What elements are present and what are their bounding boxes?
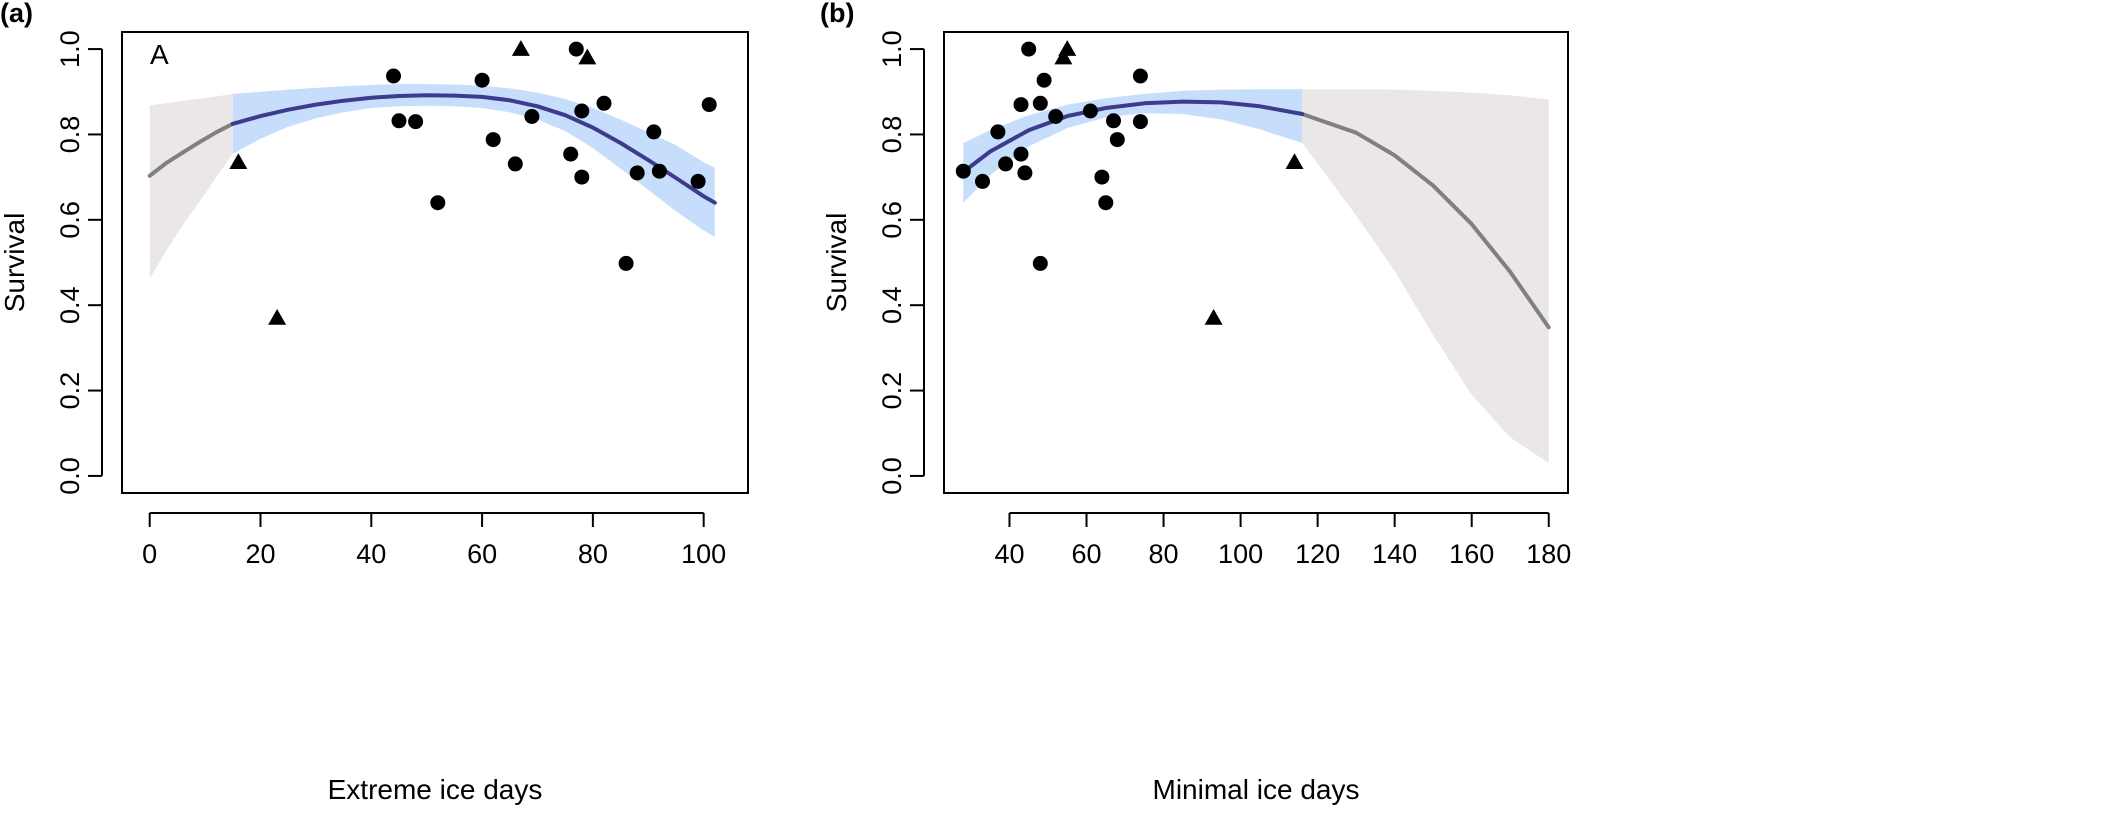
data-point-circle bbox=[474, 72, 490, 88]
data-point-circle bbox=[386, 68, 401, 84]
data-point-triangle bbox=[1285, 153, 1304, 169]
data-point-circle bbox=[574, 103, 590, 119]
y-tick-label: 0.8 bbox=[55, 116, 85, 154]
y-tick-label: 0.6 bbox=[877, 201, 907, 239]
x-axis-title: Minimal ice days bbox=[1153, 774, 1360, 805]
data-point-circle bbox=[1106, 113, 1121, 129]
x-tick-label: 0 bbox=[142, 539, 157, 569]
plot-frame bbox=[943, 31, 1569, 494]
x-tick-label: 160 bbox=[1449, 539, 1494, 569]
x-axis-title: Extreme ice days bbox=[328, 774, 543, 805]
data-point-circle bbox=[646, 124, 662, 140]
data-point-triangle bbox=[578, 48, 597, 65]
panel-label: (a) bbox=[0, 0, 33, 28]
data-point-triangle bbox=[229, 153, 248, 169]
y-tick-label: 0.6 bbox=[55, 201, 85, 239]
x-tick-label: 80 bbox=[1149, 539, 1179, 569]
data-point-circle bbox=[1021, 41, 1037, 57]
data-point-circle bbox=[430, 195, 446, 211]
data-point-triangle bbox=[1058, 40, 1077, 56]
data-point-circle bbox=[524, 109, 540, 124]
x-tick-label: 60 bbox=[467, 539, 497, 569]
x-tick-label: 140 bbox=[1372, 539, 1417, 569]
panel-label: (b) bbox=[820, 0, 854, 28]
data-point-circle bbox=[1032, 95, 1048, 111]
y-tick-label: 0.8 bbox=[877, 116, 907, 154]
data-point-circle bbox=[507, 156, 523, 172]
y-tick-label: 0.4 bbox=[55, 286, 85, 324]
data-point-circle bbox=[408, 114, 424, 130]
data-point-triangle bbox=[1204, 308, 1223, 325]
y-tick-label: 0.2 bbox=[55, 372, 85, 410]
data-point-triangle bbox=[268, 308, 287, 325]
data-point-circle bbox=[651, 163, 667, 179]
fit-line-observed bbox=[230, 93, 717, 205]
data-point-circle bbox=[1094, 169, 1110, 185]
y-tick-label: 0.4 bbox=[877, 286, 907, 324]
y-tick-label: 0.0 bbox=[877, 457, 907, 495]
data-point-circle bbox=[998, 156, 1014, 172]
x-tick-label: 80 bbox=[578, 539, 608, 569]
data-point-circle bbox=[690, 173, 706, 189]
inset-label: A bbox=[150, 39, 169, 70]
y-axis-title: Survival bbox=[0, 213, 30, 313]
panel-a: 0 20 40 60 80 100 Extreme ice days 0.0 0.2 0.4 0.6… bbox=[0, 0, 749, 805]
data-point-circle bbox=[1109, 132, 1125, 148]
x-tick-label: 20 bbox=[245, 539, 275, 569]
data-point-circle bbox=[975, 173, 990, 189]
y-tick-label: 1.0 bbox=[55, 30, 85, 68]
panel-b: 40 60 80 100 120 140 160 180 Minimal ice days 0.0… bbox=[820, 0, 1571, 805]
data-point-circle bbox=[1082, 103, 1098, 119]
data-point-circle bbox=[990, 124, 1006, 140]
data-point-circle bbox=[1132, 114, 1148, 130]
data-point-triangle bbox=[511, 40, 530, 56]
fit-line-extrapolated bbox=[1300, 112, 1551, 330]
y-axis-title: Survival bbox=[821, 213, 852, 313]
data-point-circle bbox=[629, 165, 645, 181]
data-point-triangle bbox=[1054, 48, 1073, 65]
plot-frame bbox=[121, 31, 749, 494]
data-point-circle bbox=[1036, 72, 1052, 88]
x-tick-label: 180 bbox=[1526, 539, 1571, 569]
y-tick-label: 0.2 bbox=[877, 372, 907, 410]
ci-band-observed bbox=[963, 89, 1303, 203]
data-point-circle bbox=[1013, 97, 1029, 113]
data-point-circle bbox=[1132, 68, 1148, 84]
x-tick-label: 120 bbox=[1295, 539, 1340, 569]
ci-band-extrapolated bbox=[1302, 89, 1549, 464]
data-point-circle bbox=[1098, 195, 1114, 211]
ci-band-observed bbox=[232, 84, 715, 237]
data-point-circle bbox=[574, 169, 590, 185]
data-point-circle bbox=[1032, 255, 1048, 271]
y-tick-label: 0.0 bbox=[55, 457, 85, 495]
ci-band-extrapolated bbox=[149, 93, 233, 279]
x-tick-label: 40 bbox=[994, 539, 1024, 569]
y-tick-label: 1.0 bbox=[877, 30, 907, 68]
x-tick-label: 60 bbox=[1071, 539, 1101, 569]
data-point-circle bbox=[391, 113, 407, 129]
fit-line-extrapolated bbox=[147, 121, 235, 178]
data-point-circle bbox=[1013, 146, 1029, 162]
data-point-circle bbox=[701, 97, 717, 113]
data-point-circle bbox=[596, 95, 612, 111]
data-point-circle bbox=[485, 132, 501, 148]
x-tick-label: 100 bbox=[1218, 539, 1263, 569]
data-point-circle bbox=[1017, 165, 1033, 181]
x-tick-label: 100 bbox=[681, 539, 726, 569]
data-point-circle bbox=[955, 163, 971, 179]
data-point-circle bbox=[568, 41, 584, 57]
x-tick-label: 40 bbox=[356, 539, 386, 569]
data-point-circle bbox=[618, 255, 634, 271]
data-point-circle bbox=[563, 146, 579, 162]
data-point-circle bbox=[1048, 109, 1064, 124]
fit-line-observed bbox=[961, 99, 1305, 174]
